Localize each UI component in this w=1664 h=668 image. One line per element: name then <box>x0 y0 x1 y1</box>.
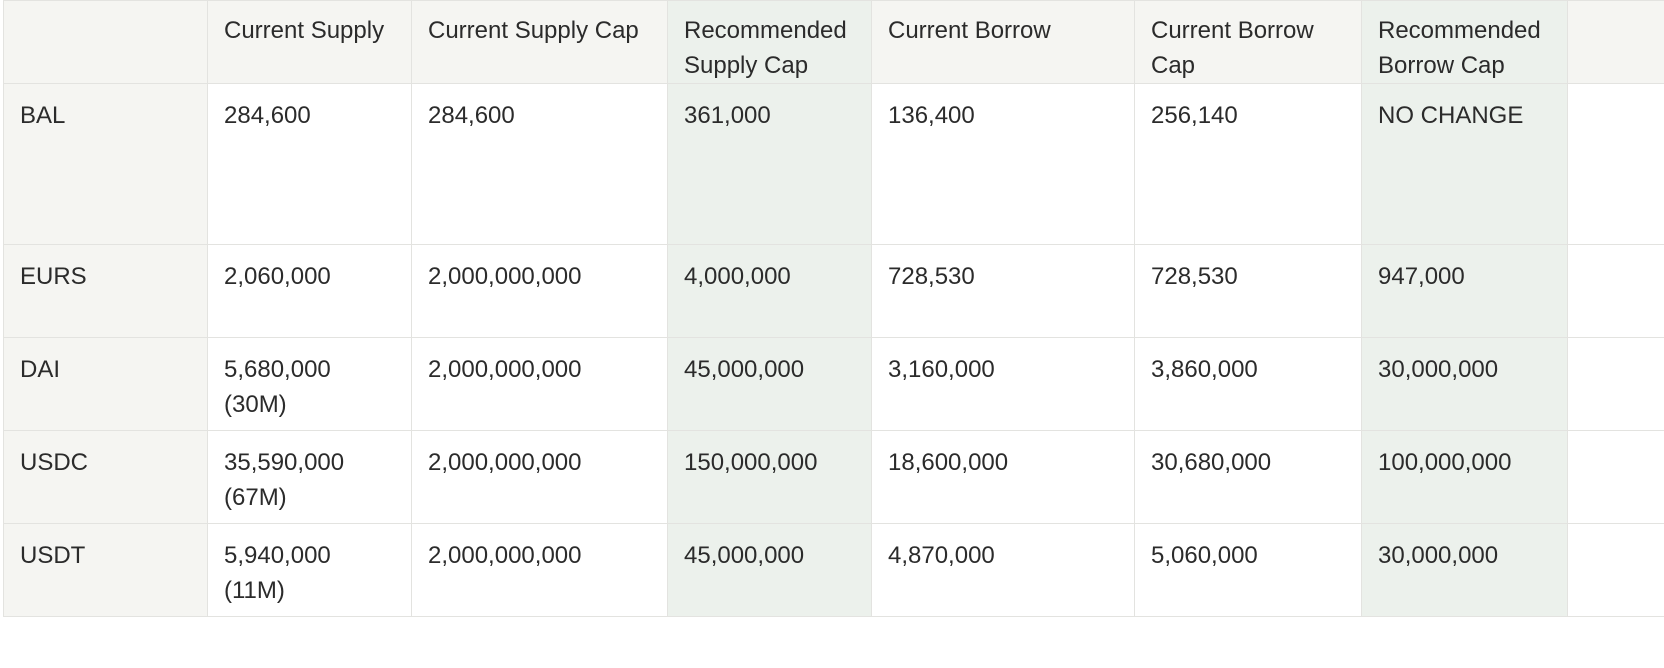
current-borrow-cap-cell: 728,530 <box>1134 244 1362 338</box>
header-row: Current Supply Current Supply Cap Recomm… <box>3 0 1664 84</box>
recommended-borrow-cap-cell: 947,000 <box>1361 244 1568 338</box>
header-current-supply-cap: Current Supply Cap <box>411 0 668 84</box>
header-current-borrow: Current Borrow <box>871 0 1135 84</box>
table-row: EURS 2,060,000 2,000,000,000 4,000,000 7… <box>3 244 1664 338</box>
current-borrow-cap-cell: 5,060,000 <box>1134 523 1362 617</box>
table-row: USDT 5,940,000 (11M) 2,000,000,000 45,00… <box>3 523 1664 617</box>
current-supply-value: 35,590,000 <box>224 449 345 476</box>
current-supply-cap-cell: 2,000,000,000 <box>411 337 668 431</box>
header-current-supply: Current Supply <box>207 0 412 84</box>
recommended-supply-cap-cell: 4,000,000 <box>667 244 872 338</box>
current-supply-cell: 284,600 <box>207 83 412 245</box>
asset-cell: DAI <box>3 337 208 431</box>
header-recommended-borrow-cap: Recommended Borrow Cap <box>1361 0 1568 84</box>
recommended-borrow-cap-cell: 100,000,000 <box>1361 430 1568 524</box>
current-supply-cell: 5,680,000 (30M) <box>207 337 412 431</box>
header-corner <box>3 0 208 84</box>
current-supply-cell: 5,940,000 (11M) <box>207 523 412 617</box>
overflow-cell <box>1567 430 1664 524</box>
table-row: DAI 5,680,000 (30M) 2,000,000,000 45,000… <box>3 337 1664 431</box>
current-supply-value: 284,600 <box>224 102 311 129</box>
overflow-cell <box>1567 337 1664 431</box>
header-recommended-supply-cap: Recommended Supply Cap <box>667 0 872 84</box>
table-row: USDC 35,590,000 (67M) 2,000,000,000 150,… <box>3 430 1664 524</box>
table-row: BAL 284,600 284,600 361,000 136,400 256,… <box>3 83 1664 245</box>
current-borrow-cell: 728,530 <box>871 244 1135 338</box>
current-borrow-cell: 3,160,000 <box>871 337 1135 431</box>
recommended-supply-cap-cell: 361,000 <box>667 83 872 245</box>
current-supply-cap-cell: 2,000,000,000 <box>411 430 668 524</box>
current-supply-cap-cell: 284,600 <box>411 83 668 245</box>
overflow-cell <box>1567 244 1664 338</box>
asset-cell: BAL <box>3 83 208 245</box>
current-borrow-cell: 136,400 <box>871 83 1135 245</box>
overflow-cell <box>1567 523 1664 617</box>
current-supply-value: 5,680,000 <box>224 356 331 383</box>
current-supply-note: (11M) <box>224 577 285 604</box>
asset-cell: USDT <box>3 523 208 617</box>
table-container: Current Supply Current Supply Cap Recomm… <box>3 0 1664 617</box>
header-current-borrow-cap: Current Borrow Cap <box>1134 0 1362 84</box>
asset-cell: EURS <box>3 244 208 338</box>
current-borrow-cap-cell: 256,140 <box>1134 83 1362 245</box>
caps-table: Current Supply Current Supply Cap Recomm… <box>3 0 1664 617</box>
current-borrow-cell: 4,870,000 <box>871 523 1135 617</box>
current-supply-cell: 35,590,000 (67M) <box>207 430 412 524</box>
recommended-supply-cap-cell: 45,000,000 <box>667 523 872 617</box>
current-borrow-cap-cell: 3,860,000 <box>1134 337 1362 431</box>
asset-cell: USDC <box>3 430 208 524</box>
recommended-supply-cap-cell: 45,000,000 <box>667 337 872 431</box>
header-overflow <box>1567 0 1664 84</box>
overflow-cell <box>1567 83 1664 245</box>
current-borrow-cap-cell: 30,680,000 <box>1134 430 1362 524</box>
recommended-borrow-cap-cell: 30,000,000 <box>1361 337 1568 431</box>
current-supply-cell: 2,060,000 <box>207 244 412 338</box>
current-supply-note: (67M) <box>224 484 287 511</box>
current-borrow-cell: 18,600,000 <box>871 430 1135 524</box>
current-supply-value: 2,060,000 <box>224 263 331 290</box>
current-supply-note: (30M) <box>224 391 287 418</box>
recommended-borrow-cap-cell: 30,000,000 <box>1361 523 1568 617</box>
current-supply-cap-cell: 2,000,000,000 <box>411 523 668 617</box>
current-supply-cap-cell: 2,000,000,000 <box>411 244 668 338</box>
recommended-supply-cap-cell: 150,000,000 <box>667 430 872 524</box>
current-supply-value: 5,940,000 <box>224 542 331 569</box>
recommended-borrow-cap-cell: NO CHANGE <box>1361 83 1568 245</box>
